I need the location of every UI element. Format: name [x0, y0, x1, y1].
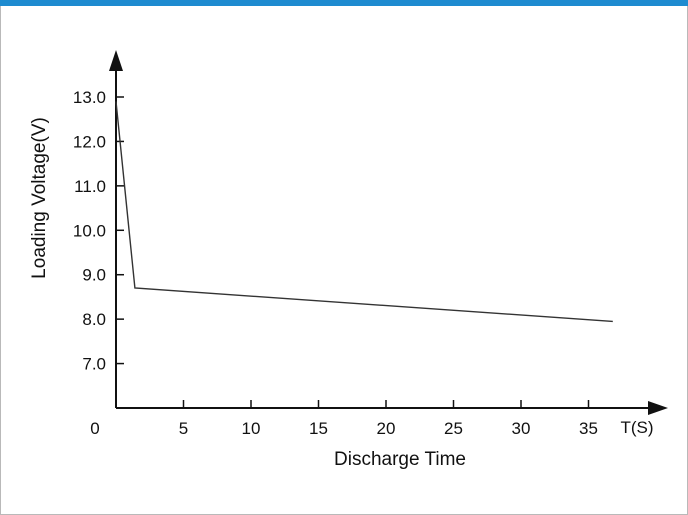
x-unit-label: T(S) [620, 418, 653, 437]
y-tick-label: 11.0 [74, 177, 106, 196]
x-axis-arrow [648, 401, 668, 415]
y-tick-label: 8.0 [82, 310, 106, 329]
x-tick-label: 5 [179, 419, 188, 438]
y-axis-title: Loading Voltage(V) [29, 117, 50, 279]
y-ticks: 7.0 8.0 9.0 10.0 11.0 12.0 13.0 [73, 88, 124, 374]
series-line [115, 101, 613, 323]
y-tick-label: 7.0 [82, 355, 106, 374]
x-tick-label: 25 [444, 419, 463, 438]
y-axis-arrow [109, 50, 123, 71]
x-tick-label: 30 [512, 419, 531, 438]
x-tick-label: 10 [242, 419, 261, 438]
origin-label: 0 [90, 419, 99, 438]
x-ticks: 5 10 15 20 25 30 35 [179, 400, 598, 438]
y-tick-label: 10.0 [73, 221, 106, 240]
x-tick-label: 35 [579, 419, 598, 438]
x-tick-label: 15 [309, 419, 328, 438]
x-axis-title: Discharge Time [334, 449, 466, 470]
y-tick-label: 12.0 [73, 132, 106, 151]
y-tick-label: 13.0 [73, 88, 106, 107]
y-tick-label: 9.0 [82, 266, 106, 285]
x-tick-label: 20 [377, 419, 396, 438]
axes [109, 50, 668, 415]
series [115, 101, 613, 323]
header-bar [0, 0, 688, 6]
